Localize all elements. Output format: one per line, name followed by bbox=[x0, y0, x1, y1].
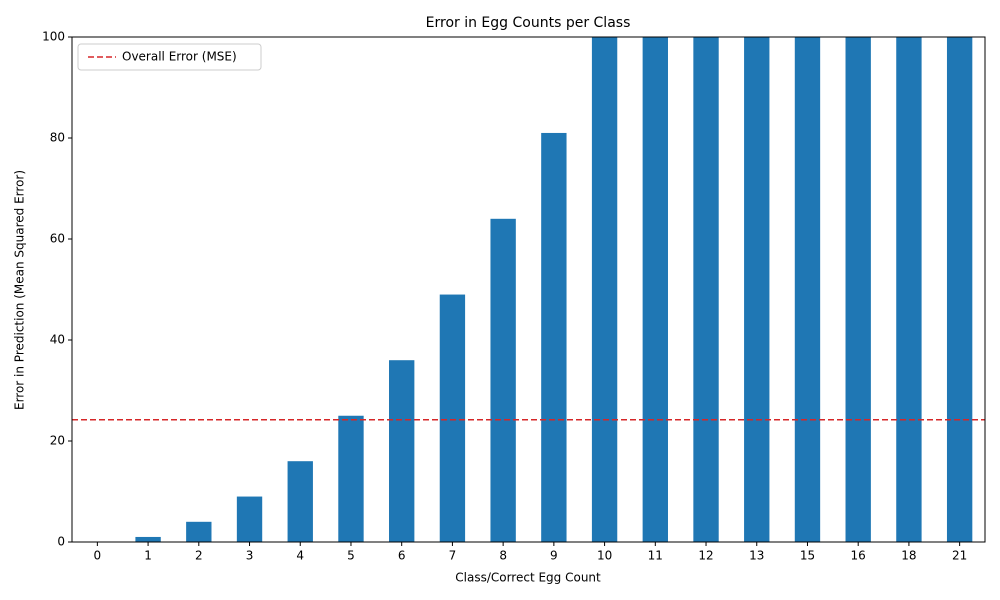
bar bbox=[744, 37, 770, 542]
bar bbox=[287, 461, 313, 542]
bar bbox=[541, 132, 567, 542]
legend-label: Overall Error (MSE) bbox=[122, 50, 237, 64]
x-tick-label: 10 bbox=[597, 549, 612, 563]
x-tick-label: 5 bbox=[347, 549, 355, 563]
bar bbox=[591, 37, 618, 542]
x-tick-label: 0 bbox=[94, 549, 102, 563]
bar bbox=[845, 37, 871, 542]
y-tick-label: 60 bbox=[50, 232, 65, 246]
x-tick-label: 8 bbox=[499, 549, 507, 563]
x-tick-label: 13 bbox=[749, 549, 764, 563]
bar bbox=[186, 521, 212, 542]
bar bbox=[642, 37, 668, 542]
plot-frame bbox=[71, 36, 986, 543]
bar bbox=[490, 218, 516, 542]
x-tick-label: 7 bbox=[449, 549, 457, 563]
x-tick-label: 16 bbox=[851, 549, 866, 563]
bar bbox=[338, 415, 364, 542]
y-tick-label: 80 bbox=[50, 131, 65, 145]
bar bbox=[946, 37, 973, 542]
y-tick-label: 40 bbox=[50, 333, 65, 347]
y-tick-label: 20 bbox=[50, 434, 65, 448]
x-tick-label: 1 bbox=[144, 549, 152, 563]
x-axis-label: Class/Correct Egg Count bbox=[455, 571, 601, 585]
bar bbox=[389, 360, 415, 542]
bar bbox=[693, 37, 719, 542]
y-axis-label: Error in Prediction (Mean Squared Error) bbox=[13, 170, 27, 410]
x-tick-label: 4 bbox=[296, 549, 304, 563]
x-tick-label: 2 bbox=[195, 549, 203, 563]
x-tick-label: 12 bbox=[698, 549, 713, 563]
chart-title: Error in Egg Counts per Class bbox=[426, 15, 631, 31]
x-tick-label: 3 bbox=[246, 549, 254, 563]
x-tick-label: 9 bbox=[550, 549, 558, 563]
y-tick-label: 0 bbox=[57, 535, 65, 549]
bar bbox=[135, 536, 161, 542]
x-tick-label: 11 bbox=[648, 549, 663, 563]
legend-box bbox=[77, 43, 262, 71]
x-tick-label: 18 bbox=[901, 549, 916, 563]
x-tick-label: 15 bbox=[800, 549, 815, 563]
bar bbox=[794, 37, 821, 542]
plot-area bbox=[72, 37, 985, 542]
x-tick-label: 21 bbox=[952, 549, 967, 563]
bar bbox=[439, 294, 466, 542]
y-tick-label: 100 bbox=[42, 30, 65, 44]
bar bbox=[236, 496, 263, 542]
x-tick-label: 6 bbox=[398, 549, 406, 563]
bar bbox=[896, 37, 922, 542]
